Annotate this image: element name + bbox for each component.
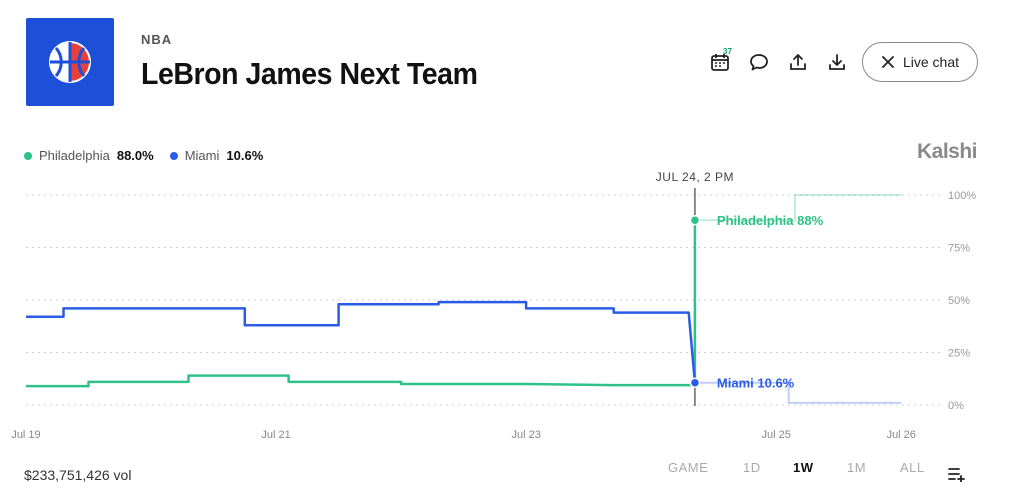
y-tick-label: 0% bbox=[948, 400, 964, 412]
legend-dot-miami bbox=[169, 151, 178, 160]
hover-annotation-miami: Miami 10.6% bbox=[717, 376, 795, 391]
legend-dot-philadelphia bbox=[24, 151, 32, 160]
range-game[interactable]: GAME bbox=[668, 459, 709, 475]
share-button[interactable] bbox=[778, 42, 817, 82]
series-future-line-miami bbox=[694, 381, 902, 404]
series-line-miami bbox=[26, 300, 697, 383]
live-chat-label: Live chat bbox=[902, 54, 960, 70]
legend-name: Miami bbox=[184, 148, 220, 163]
legend-item-philadelphia: Philadelphia 88.0% bbox=[24, 148, 154, 163]
download-icon bbox=[828, 54, 845, 70]
legend-value: 88.0% bbox=[116, 148, 154, 163]
comment-button[interactable] bbox=[739, 42, 778, 82]
hover-point-philadelphia bbox=[689, 214, 701, 226]
page-title: LeBron James Next Team bbox=[141, 56, 478, 91]
x-tick-label: Jul 25 bbox=[762, 429, 791, 441]
download-button[interactable] bbox=[817, 42, 856, 82]
range-all[interactable]: ALL bbox=[900, 459, 925, 475]
chart-options-button[interactable] bbox=[948, 466, 966, 485]
legend-name: Philadelphia bbox=[39, 148, 110, 163]
series-future-line-philadelphia bbox=[694, 194, 902, 222]
price-chart[interactable]: 100% 75% 50% 25% 0% Jul 19 Jul 21 Jul 23 Jul 25 J… bbox=[0, 160, 1024, 450]
range-1w[interactable]: 1W bbox=[793, 459, 814, 475]
range-1d[interactable]: 1D bbox=[743, 459, 761, 475]
legend-item-miami: Miami 10.6% bbox=[169, 148, 264, 163]
y-tick-label: 25% bbox=[948, 348, 970, 360]
comment-icon bbox=[749, 54, 768, 71]
legend-value: 10.6% bbox=[226, 148, 264, 163]
hover-annotation-philadelphia: Philadelphia 88% bbox=[717, 213, 824, 228]
hover-label: JUL 24, 2 PM bbox=[656, 170, 734, 184]
range-1m[interactable]: 1M bbox=[847, 459, 867, 475]
list-add-icon bbox=[948, 468, 965, 483]
y-tick-label: 75% bbox=[948, 243, 970, 255]
chart-legend: Philadelphia 88.0% Miami 10.6% bbox=[24, 148, 279, 163]
calendar-count-badge: 37 bbox=[723, 47, 732, 56]
market-category: NBA bbox=[141, 32, 173, 47]
x-tick-label: Jul 23 bbox=[511, 429, 540, 441]
x-tick-label: Jul 26 bbox=[887, 429, 916, 441]
calendar-button[interactable]: 37 bbox=[700, 42, 739, 82]
volume-text: $233,751,426 vol bbox=[24, 467, 132, 483]
y-tick-label: 50% bbox=[948, 295, 970, 307]
close-icon bbox=[882, 56, 894, 68]
hover-point-miami bbox=[689, 377, 701, 388]
market-toolbar: 37 Live chat bbox=[700, 42, 978, 82]
share-icon bbox=[789, 54, 806, 70]
live-chat-button[interactable]: Live chat bbox=[862, 42, 978, 82]
calendar-icon bbox=[710, 54, 729, 71]
y-tick-label: 100% bbox=[948, 190, 976, 202]
x-tick-label: Jul 19 bbox=[11, 429, 40, 441]
x-tick-label: Jul 21 bbox=[261, 429, 290, 441]
market-logo bbox=[26, 18, 114, 106]
series-line-philadelphia bbox=[26, 220, 697, 388]
brand-logo: Kalshi bbox=[916, 140, 978, 163]
basketball-icon bbox=[49, 41, 91, 83]
